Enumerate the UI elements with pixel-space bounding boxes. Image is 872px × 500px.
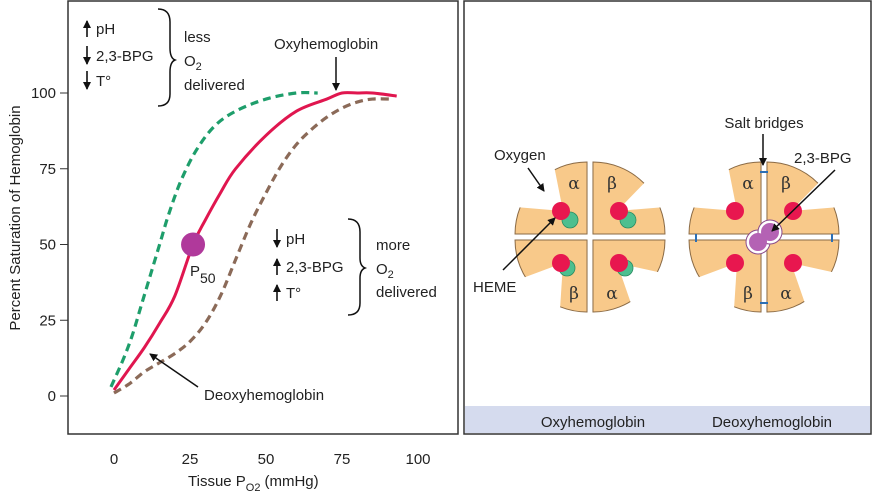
brace [157, 8, 178, 107]
subunit-notch [679, 155, 737, 211]
subunit-notch [617, 263, 672, 315]
alpha-label: α [780, 284, 792, 304]
y-tick-label: 100 [31, 85, 56, 102]
curves [109, 90, 397, 395]
subunit-shape [766, 161, 840, 235]
chart-frame [67, 0, 459, 435]
x-tick-label: 100 [405, 451, 430, 468]
subunit-shape [592, 161, 666, 235]
alpha-label: α [568, 174, 580, 194]
y-tick-label: 0 [48, 388, 56, 405]
heme-label: HEME [473, 279, 516, 296]
heme-icon [552, 202, 570, 220]
beta-subunit: β [592, 161, 675, 235]
bpg-arrow [771, 169, 836, 232]
alpha-subunit: α [592, 239, 672, 315]
hemoglobin-structure-panel: Oxyhemoglobin Deoxyhemoglobin α ββ α α ββ α … [463, 0, 872, 435]
x-tick-label: 75 [334, 451, 351, 468]
left-shift-item: T° [96, 73, 111, 90]
left-shift-item: 2,3-BPG [96, 48, 154, 65]
alpha-label: α [606, 284, 618, 304]
x-axis-title: Tissue PO2 (mmHg) [188, 473, 319, 494]
subunit-notch [617, 173, 675, 211]
deoxyhemoglobin-arrow [149, 353, 199, 388]
beta-label: β [569, 284, 579, 304]
beta-label: β [743, 284, 753, 304]
beta-subunit: β [512, 239, 588, 322]
x-tick-label: 50 [258, 451, 275, 468]
y-tick-label: 75 [39, 161, 56, 178]
heme-icon [726, 202, 744, 220]
right-shift-result: O2 [376, 261, 394, 281]
right-shift-item: pH [286, 231, 305, 248]
beta-label: β [781, 174, 791, 194]
beta-label: β [607, 174, 617, 194]
bpg-label: 2,3-BPG [794, 150, 852, 167]
x-tick-label: 25 [182, 451, 199, 468]
beta-subunit: β [686, 239, 762, 322]
subunit-notch [505, 155, 563, 211]
subunit-notch [512, 263, 563, 322]
alpha-subunit: α [766, 239, 846, 315]
deoxyhemoglobin-curve-label: Deoxyhemoglobin [204, 387, 324, 404]
alpha-label: α [742, 174, 754, 194]
y-axis-title: Percent Saturation of Hemoglobin [7, 105, 24, 330]
right-shift-result: more [376, 237, 410, 254]
right-shift-curve [113, 97, 394, 395]
heme-icon [726, 254, 744, 272]
right-shift-annotation: pH 2,3-BPG T° more O2 delivered [273, 218, 437, 316]
heme-icon [552, 254, 570, 272]
alpha-subunit: α [505, 155, 588, 235]
left-shift-item: pH [96, 21, 115, 38]
oxyhemoglobin-caption: Oxyhemoglobin [541, 414, 645, 431]
normal-curve [112, 91, 397, 391]
y-tick-label: 50 [39, 237, 56, 254]
left-shift-result: less [184, 29, 211, 46]
oxygen-arrow [527, 167, 545, 192]
y-tick-label: 25 [39, 312, 56, 329]
heme-icon [610, 202, 628, 220]
deoxyhemoglobin-molecule: α β β α [679, 155, 849, 322]
x-tick-label: 0 [110, 451, 118, 468]
left-shift-annotation: pH 2,3-BPG T° less O2 delivered [83, 8, 245, 107]
brace [347, 218, 368, 316]
heme-icon [784, 254, 802, 272]
heme-icon [610, 254, 628, 272]
subunit-notch [686, 263, 737, 322]
subunit-notch [791, 263, 846, 315]
oxyhemoglobin-curve-label: Oxyhemoglobin [274, 36, 378, 53]
x-axis-ticks: 0 25 50 75 100 [110, 451, 431, 468]
caption-band [465, 406, 870, 433]
oxyhemoglobin-molecule: α β β α [505, 155, 675, 322]
y-axis-ticks: 0 25 50 75 100 [31, 85, 68, 405]
salt-bridges-label: Salt bridges [724, 115, 803, 132]
oxygen-label: Oxygen [494, 147, 546, 164]
heme-arrow [502, 217, 556, 271]
left-shift-result: delivered [184, 77, 245, 94]
right-shift-item: 2,3-BPG [286, 259, 344, 276]
alpha-subunit: α [679, 155, 762, 235]
right-shift-item: T° [286, 285, 301, 302]
left-shift-result: O2 [184, 53, 202, 73]
right-shift-result: delivered [376, 284, 437, 301]
p50-label: P50 [190, 263, 216, 286]
salt-bridges [695, 171, 833, 304]
left-shift-curve [109, 90, 318, 388]
deoxyhemoglobin-caption: Deoxyhemoglobin [712, 414, 832, 431]
subunit-notch [791, 173, 849, 211]
saturation-chart-panel: 0 25 50 75 100 0 25 50 75 100 Percent Saturation… [7, 0, 459, 494]
p50-point [181, 232, 206, 257]
